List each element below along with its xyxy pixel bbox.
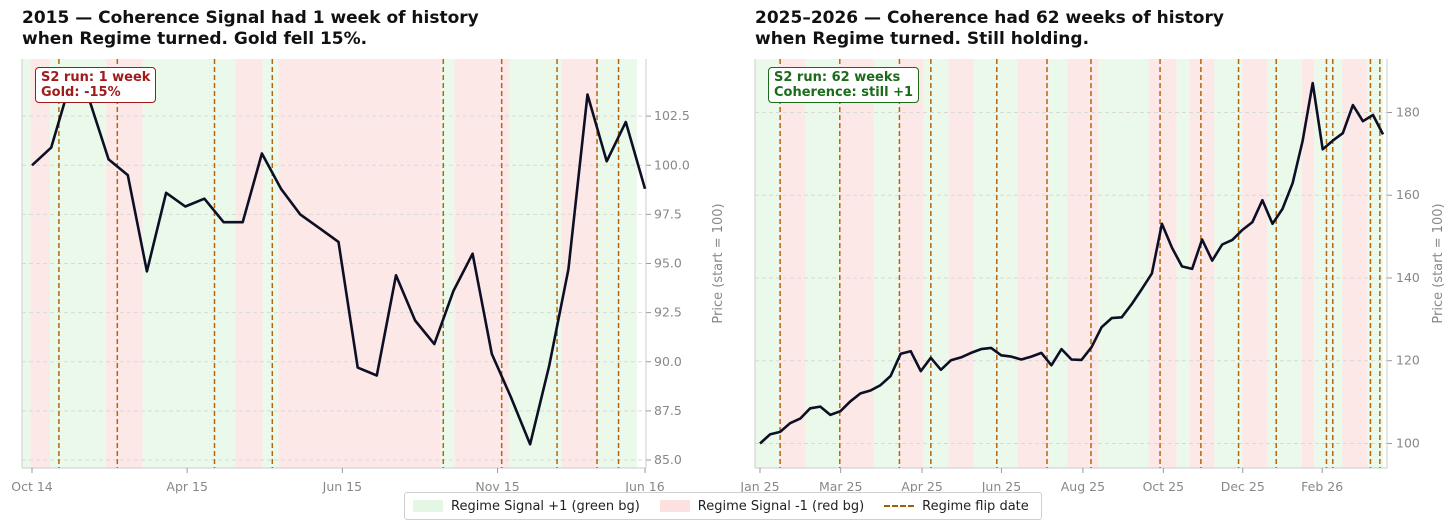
chart-legend: Regime Signal +1 (green bg) Regime Signa… bbox=[404, 492, 1042, 520]
regime-band bbox=[1242, 59, 1268, 468]
regime-band bbox=[839, 59, 874, 468]
regime-band bbox=[898, 59, 924, 468]
regime-band bbox=[1048, 59, 1068, 468]
x-tick-label: Nov 15 bbox=[475, 479, 519, 494]
left-annotation-line-1: S2 run: 1 week bbox=[41, 70, 151, 85]
y-tick-label: 102.5 bbox=[654, 108, 690, 123]
y-tick-label: 120 bbox=[1396, 353, 1420, 368]
x-tick-label: Feb 26 bbox=[1301, 479, 1343, 494]
x-tick-label: Aug 25 bbox=[1061, 479, 1105, 494]
x-tick-label: Oct 14 bbox=[11, 479, 53, 494]
regime-band bbox=[1342, 59, 1368, 468]
x-tick-label: Jun 25 bbox=[981, 479, 1021, 494]
y-tick-label: 100 bbox=[1396, 435, 1420, 450]
y-tick-label: 160 bbox=[1396, 187, 1420, 202]
regime-band bbox=[973, 59, 1018, 468]
regime-band bbox=[779, 59, 805, 468]
y-tick-label: 140 bbox=[1396, 270, 1420, 285]
legend-red-swatch bbox=[659, 500, 690, 512]
regime-band bbox=[873, 59, 899, 468]
regime-band bbox=[1098, 59, 1149, 468]
right-chart-title: 2025–2026 — Coherence had 62 weeks of hi… bbox=[755, 8, 1224, 49]
regime-band bbox=[755, 59, 780, 468]
y-tick-label: 85.0 bbox=[654, 452, 682, 467]
legend-flip-label: Regime flip date bbox=[922, 498, 1029, 514]
y-tick-label: 92.5 bbox=[654, 305, 682, 320]
y-tick-label: 97.5 bbox=[654, 206, 682, 221]
y-tick-label: 100.0 bbox=[654, 157, 690, 172]
regime-band bbox=[1017, 59, 1049, 468]
regime-band bbox=[440, 59, 455, 468]
regime-band bbox=[1367, 59, 1383, 468]
regime-band bbox=[22, 59, 31, 468]
x-tick-label: Apr 15 bbox=[166, 479, 208, 494]
regime-band bbox=[948, 59, 974, 468]
y-axis-label: Price (start = 100) bbox=[711, 203, 726, 323]
regime-band bbox=[1301, 59, 1315, 468]
right-annotation-line-2: Coherence: still +1 bbox=[774, 85, 914, 100]
y-axis-label: Price (start = 100) bbox=[1431, 203, 1446, 323]
x-tick-label: Dec 25 bbox=[1221, 479, 1265, 494]
regime-band bbox=[1267, 59, 1302, 468]
regime-band bbox=[1176, 59, 1190, 468]
right-chart-panel: 100 120 140 160 180 Jan 25 Mar 25 Apr 25 Jun 25 A… bbox=[739, 59, 1446, 494]
regime-band bbox=[1214, 59, 1243, 468]
right-annotation-line-1: S2 run: 62 weeks bbox=[774, 70, 901, 85]
legend-green-swatch bbox=[413, 500, 443, 512]
legend-red-label: Regime Signal -1 (red bg) bbox=[697, 498, 865, 514]
y-tick-label: 90.0 bbox=[654, 354, 682, 369]
legend-item-flip: Regime flip date bbox=[884, 499, 1029, 514]
x-tick-label: Jun 16 bbox=[624, 479, 664, 494]
x-tick-label: Jan 25 bbox=[739, 479, 779, 494]
x-tick-label: Jun 15 bbox=[322, 479, 362, 494]
left-annotation-line-2: Gold: -15% bbox=[41, 85, 121, 100]
regime-band bbox=[1067, 59, 1099, 468]
left-chart-panel: 85.0 87.5 90.0 92.5 95.0 97.5 100.0 102.5 Oct 14… bbox=[11, 59, 726, 494]
regime-band bbox=[804, 59, 840, 468]
regime-band bbox=[923, 59, 949, 468]
legend-item-green: Regime Signal +1 (green bg) bbox=[413, 499, 640, 514]
legend-item-red: Regime Signal -1 (red bg) bbox=[659, 498, 865, 514]
price-line bbox=[31, 81, 647, 446]
price-line bbox=[759, 81, 1385, 445]
y-tick-label: 95.0 bbox=[654, 256, 682, 271]
y-tick-label: 87.5 bbox=[654, 403, 682, 418]
x-tick-label: Oct 25 bbox=[1143, 479, 1185, 494]
left-annotation-box: S2 run: 1 week Gold: -15% bbox=[35, 67, 157, 103]
x-tick-label: Mar 25 bbox=[819, 479, 862, 494]
right-annotation-box: S2 run: 62 weeks Coherence: still +1 bbox=[768, 67, 920, 103]
left-chart-title: 2015 — Coherence Signal had 1 week of hi… bbox=[22, 8, 479, 49]
y-tick-label: 180 bbox=[1396, 105, 1420, 120]
x-tick-label: Apr 25 bbox=[901, 479, 943, 494]
legend-green-label: Regime Signal +1 (green bg) bbox=[451, 498, 640, 514]
legend-flip-swatch bbox=[884, 505, 915, 507]
